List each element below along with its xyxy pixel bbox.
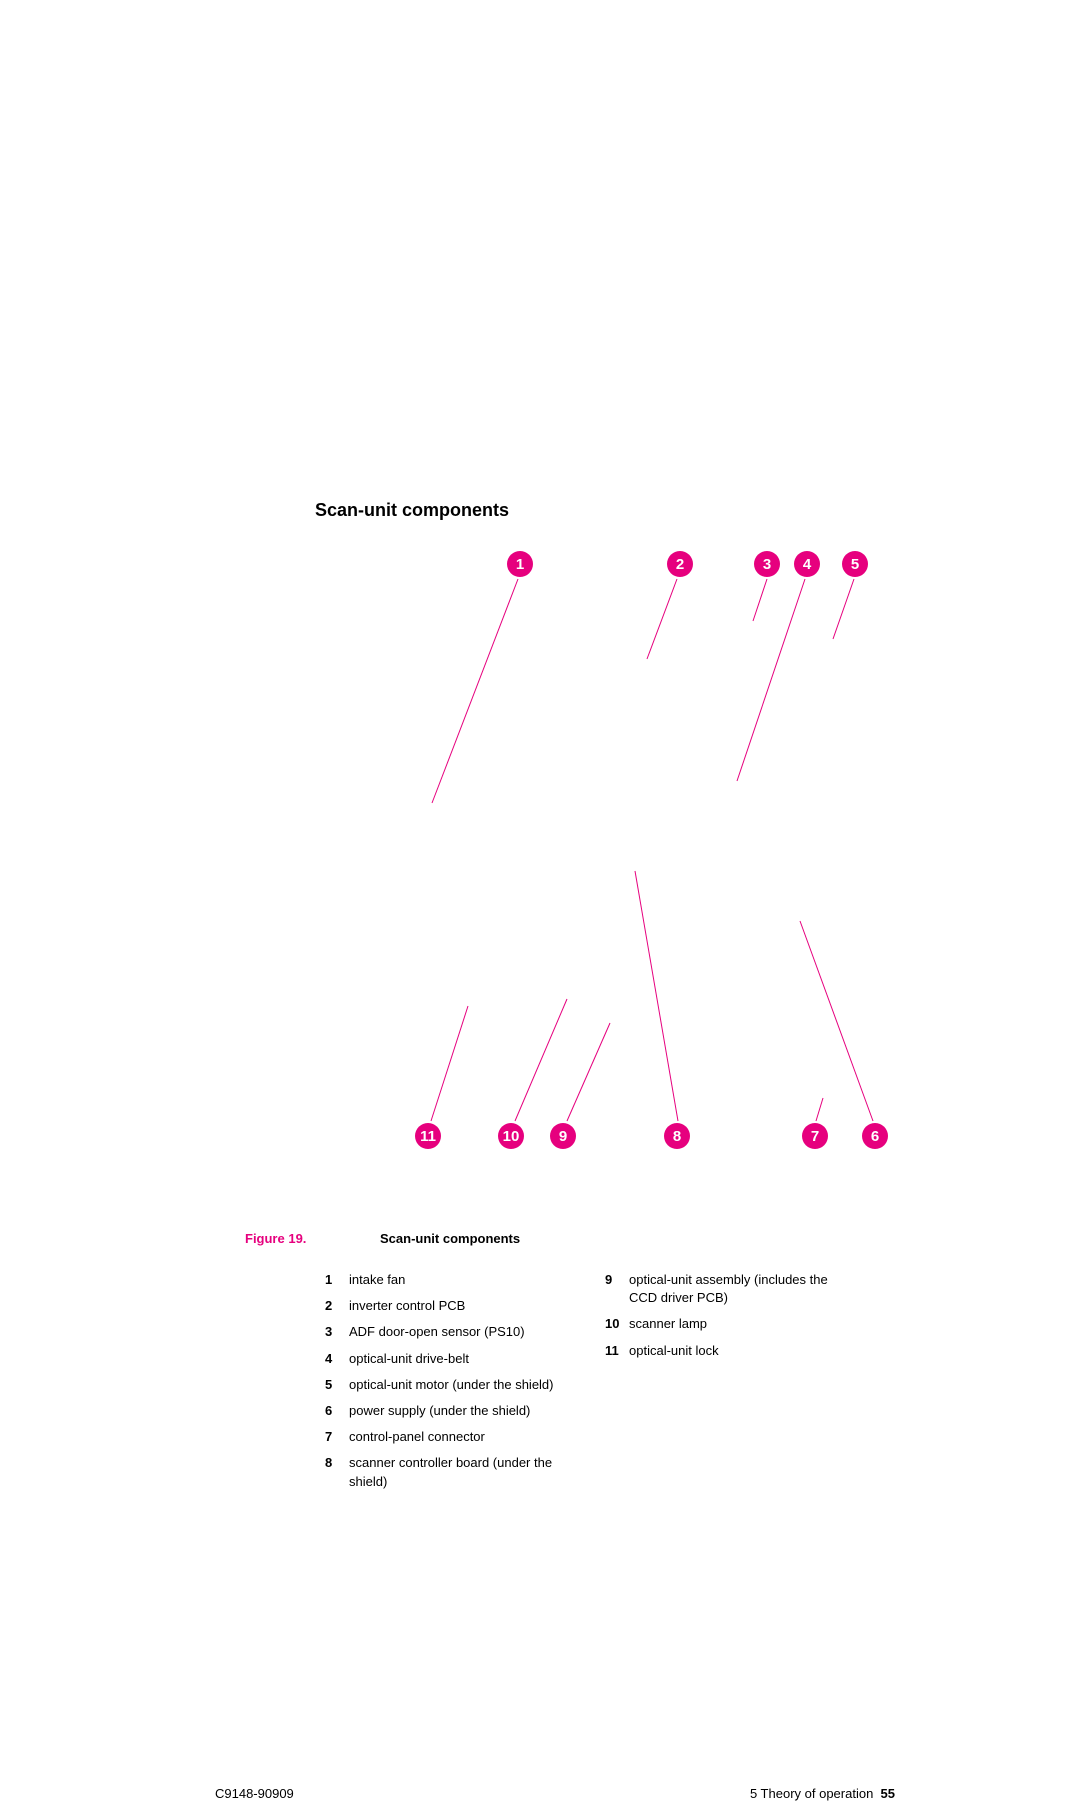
page-number: 55 [881,1786,895,1801]
leader-line-4 [737,579,805,781]
legend-num: 4 [325,1350,349,1368]
callout-2: 2 [667,551,693,577]
legend-num: 1 [325,1271,349,1289]
section-title: Scan-unit components [315,500,895,521]
leader-line-10 [515,999,567,1121]
callout-10: 10 [498,1123,524,1149]
callout-4: 4 [794,551,820,577]
legend-text: optical-unit assembly (includes the CCD … [629,1271,840,1307]
legend-num: 8 [325,1454,349,1490]
legend: 1intake fan2inverter control PCB3ADF doo… [325,1271,895,1499]
callout-9: 9 [550,1123,576,1149]
footer-section: 5 Theory of operation 55 [750,1786,895,1801]
leader-line-9 [567,1023,610,1121]
figure-label: Figure 19. [245,1231,380,1246]
callout-6: 6 [862,1123,888,1149]
callout-11: 11 [415,1123,441,1149]
legend-text: ADF door-open sensor (PS10) [349,1323,560,1341]
legend-text: power supply (under the shield) [349,1402,560,1420]
legend-text: inverter control PCB [349,1297,560,1315]
callout-1: 1 [507,551,533,577]
legend-item-5: 5optical-unit motor (under the shield) [325,1376,560,1394]
leader-line-6 [800,921,873,1121]
legend-item-7: 7control-panel connector [325,1428,560,1446]
legend-text: scanner controller board (under the shie… [349,1454,560,1490]
legend-num: 3 [325,1323,349,1341]
legend-text: intake fan [349,1271,560,1289]
legend-text: control-panel connector [349,1428,560,1446]
legend-text: optical-unit lock [629,1342,840,1360]
legend-item-4: 4optical-unit drive-belt [325,1350,560,1368]
legend-item-11: 11optical-unit lock [605,1342,840,1360]
callout-7: 7 [802,1123,828,1149]
figure-caption: Figure 19. Scan-unit components [245,1231,895,1246]
legend-column-right: 9optical-unit assembly (includes the CCD… [605,1271,840,1499]
legend-item-1: 1intake fan [325,1271,560,1289]
leader-lines-svg [335,551,895,1171]
legend-num: 10 [605,1315,629,1333]
legend-item-3: 3ADF door-open sensor (PS10) [325,1323,560,1341]
legend-item-6: 6power supply (under the shield) [325,1402,560,1420]
legend-text: scanner lamp [629,1315,840,1333]
leader-line-7 [816,1098,823,1121]
footer-doc-id: C9148-90909 [215,1786,294,1801]
page-footer: C9148-90909 5 Theory of operation 55 [215,1786,895,1801]
leader-line-3 [753,579,767,621]
legend-num: 2 [325,1297,349,1315]
legend-num: 5 [325,1376,349,1394]
legend-num: 7 [325,1428,349,1446]
legend-text: optical-unit motor (under the shield) [349,1376,560,1394]
callout-5: 5 [842,551,868,577]
legend-num: 6 [325,1402,349,1420]
figure-title: Scan-unit components [380,1231,520,1246]
legend-num: 9 [605,1271,629,1307]
callout-3: 3 [754,551,780,577]
callout-8: 8 [664,1123,690,1149]
leader-line-11 [431,1006,468,1121]
legend-item-2: 2inverter control PCB [325,1297,560,1315]
leader-line-5 [833,579,854,639]
page-content: Scan-unit components 1234511109876 Figur… [215,500,895,1499]
legend-item-8: 8scanner controller board (under the shi… [325,1454,560,1490]
legend-column-left: 1intake fan2inverter control PCB3ADF doo… [325,1271,560,1499]
legend-num: 11 [605,1342,629,1360]
leader-line-1 [432,579,518,803]
callout-diagram: 1 2 345 11 10 9 8 7 6 [335,551,895,1171]
leader-line-8 [635,871,678,1121]
legend-text: optical-unit drive-belt [349,1350,560,1368]
leader-line-2 [647,579,677,659]
legend-item-10: 10scanner lamp [605,1315,840,1333]
legend-item-9: 9optical-unit assembly (includes the CCD… [605,1271,840,1307]
